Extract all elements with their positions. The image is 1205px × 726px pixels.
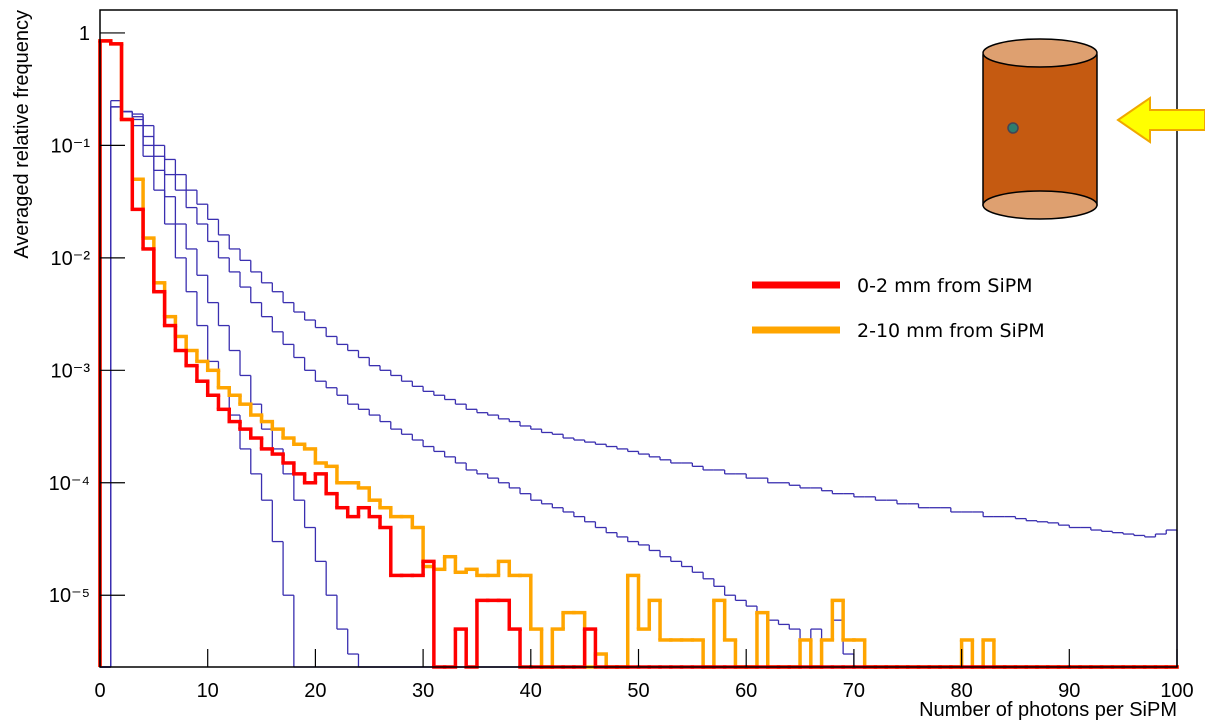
x-tick-label: 40: [520, 680, 542, 702]
legend-label: 0-2 mm from SiPM: [857, 275, 1033, 297]
x-tick-label: 50: [627, 680, 649, 702]
step-connector: [110, 100, 855, 667]
cylinder-body: [982, 54, 1098, 206]
source-dot: [1007, 122, 1019, 134]
beam-arrow: [1116, 96, 1205, 144]
y-tick-label: 10⁻³: [51, 360, 91, 382]
step-connector: [110, 106, 360, 667]
x-tick-label: 60: [735, 680, 757, 702]
x-tick-label: 80: [950, 680, 972, 702]
y-tick-label: 10⁻²: [51, 248, 91, 270]
cylinder-bottom: [982, 190, 1098, 220]
x-tick-label: 70: [843, 680, 865, 702]
y-tick-label: 10⁻⁴: [49, 473, 90, 495]
y-tick-label: 10⁻¹: [51, 135, 91, 157]
x-tick-label: 90: [1058, 680, 1080, 702]
x-tick-label: 0: [94, 680, 105, 702]
inset-cylinder: [982, 38, 1205, 220]
legend-label: 2-10 mm from SiPM: [857, 320, 1045, 342]
x-tick-label: 20: [304, 680, 326, 702]
cylinder-top: [982, 38, 1098, 68]
x-axis-title: Number of photons per SiPM: [919, 699, 1177, 721]
y-tick-label: 1: [79, 23, 90, 45]
x-tick-label: 10: [197, 680, 219, 702]
x-tick-label: 30: [412, 680, 434, 702]
y-tick-label: 10⁻⁵: [49, 585, 90, 607]
x-tick-label: 100: [1160, 680, 1193, 702]
y-axis-title: Averaged relative frequency: [11, 10, 33, 259]
legend: 0-2 mm from SiPM 2-10 mm from SiPM: [752, 275, 1045, 342]
